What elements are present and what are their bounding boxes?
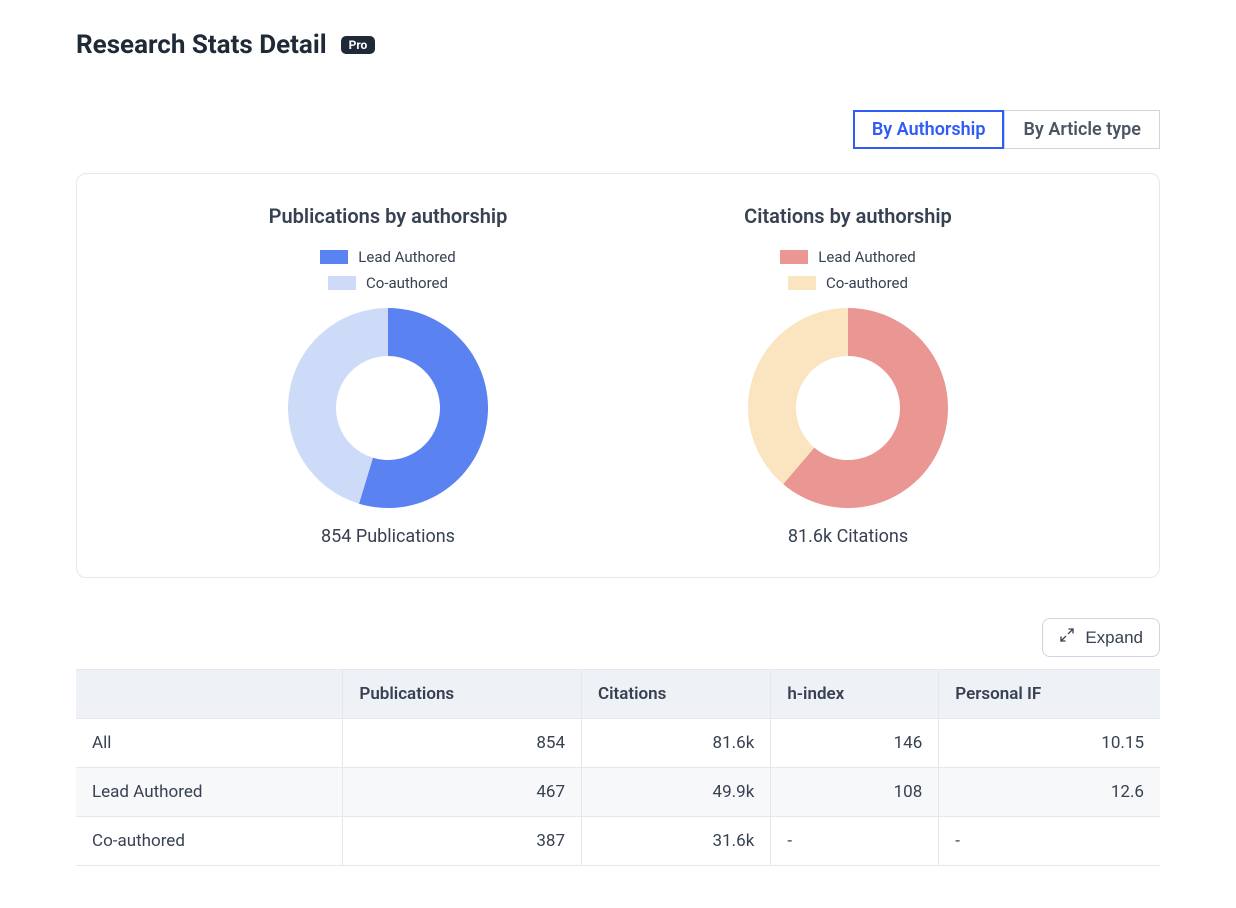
table-header-row: Publications Citations h-index Personal …: [76, 670, 1160, 719]
publications-chart-block: Publications by authorship Lead Authored…: [188, 204, 588, 547]
table-cell: 146: [771, 719, 939, 768]
page-title: Research Stats Detail: [76, 30, 327, 60]
authorship-tab-group: By Authorship By Article type: [853, 110, 1160, 149]
legend-item: Co-authored: [788, 274, 908, 292]
table-cell: 10.15: [939, 719, 1160, 768]
citations-legend: Lead Authored Co-authored: [780, 248, 915, 292]
table-cell: 108: [771, 768, 939, 817]
table-cell: Co-authored: [76, 817, 343, 866]
table-header: Citations: [582, 670, 771, 719]
citations-donut: [748, 308, 948, 508]
legend-label: Lead Authored: [358, 248, 455, 266]
legend-swatch: [320, 250, 348, 264]
tab-by-article-type[interactable]: By Article type: [1004, 110, 1160, 149]
table-header: Personal IF: [939, 670, 1160, 719]
citations-chart-block: Citations by authorship Lead Authored Co…: [648, 204, 1048, 547]
table-header: Publications: [343, 670, 582, 719]
table-header: h-index: [771, 670, 939, 719]
table-cell: All: [76, 719, 343, 768]
table-cell: Lead Authored: [76, 768, 343, 817]
citations-chart-title: Citations by authorship: [744, 204, 952, 228]
table-cell: 467: [343, 768, 582, 817]
legend-label: Co-authored: [366, 274, 448, 292]
pro-badge: Pro: [341, 36, 376, 54]
table-cell: 12.6: [939, 768, 1160, 817]
tab-by-authorship[interactable]: By Authorship: [853, 110, 1005, 149]
legend-swatch: [328, 276, 356, 290]
charts-panel: Publications by authorship Lead Authored…: [76, 173, 1160, 578]
publications-caption: 854 Publications: [321, 526, 455, 547]
table-header: [76, 670, 343, 719]
expand-label: Expand: [1085, 628, 1143, 648]
expand-icon: [1059, 627, 1075, 648]
table-cell: 49.9k: [582, 768, 771, 817]
legend-label: Lead Authored: [818, 248, 915, 266]
legend-label: Co-authored: [826, 274, 908, 292]
table-row: All85481.6k14610.15: [76, 719, 1160, 768]
legend-item: Co-authored: [328, 274, 448, 292]
table-cell: 81.6k: [582, 719, 771, 768]
table-row: Lead Authored46749.9k10812.6: [76, 768, 1160, 817]
table-cell: 854: [343, 719, 582, 768]
stats-table: Publications Citations h-index Personal …: [76, 669, 1160, 866]
table-body: All85481.6k14610.15Lead Authored46749.9k…: [76, 719, 1160, 866]
legend-swatch: [788, 276, 816, 290]
legend-item: Lead Authored: [320, 248, 455, 266]
table-cell: 387: [343, 817, 582, 866]
publications-donut: [288, 308, 488, 508]
table-cell: -: [939, 817, 1160, 866]
legend-item: Lead Authored: [780, 248, 915, 266]
citations-caption: 81.6k Citations: [788, 526, 908, 547]
table-cell: -: [771, 817, 939, 866]
table-cell: 31.6k: [582, 817, 771, 866]
expand-button[interactable]: Expand: [1042, 618, 1160, 657]
table-row: Co-authored38731.6k--: [76, 817, 1160, 866]
publications-chart-title: Publications by authorship: [269, 204, 508, 228]
publications-legend: Lead Authored Co-authored: [320, 248, 455, 292]
legend-swatch: [780, 250, 808, 264]
